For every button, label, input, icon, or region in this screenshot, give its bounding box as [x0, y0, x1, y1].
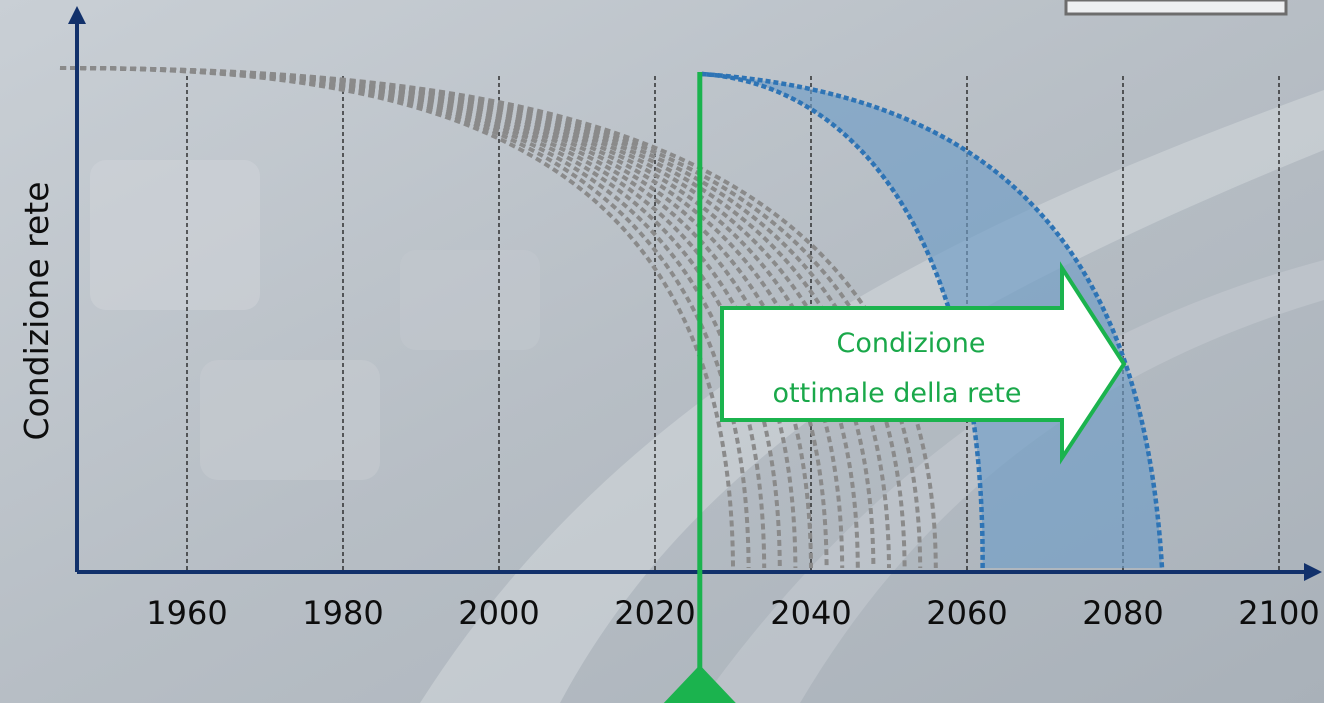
x-tick-label-2080: 2080	[1082, 594, 1163, 632]
x-tick-label-1960: 1960	[146, 594, 227, 632]
road-lane-highlight	[420, 90, 1324, 703]
callout-arrow	[720, 261, 1127, 465]
x-tick-label-2020: 2020	[614, 594, 695, 632]
x-tick-label-2000: 2000	[458, 594, 539, 632]
axes	[68, 6, 1322, 581]
y-axis-arrowhead	[68, 6, 86, 24]
optimal-band-fill	[701, 74, 1162, 568]
gray-curve-2036	[59, 66, 782, 569]
x-tick-label-1980: 1980	[302, 594, 383, 632]
x-tick-label-2100: 2100	[1238, 594, 1319, 632]
road-lane-highlight	[700, 260, 1324, 703]
optimal-band	[701, 71, 1165, 569]
car-shape	[200, 360, 380, 480]
y-axis-label: Condizione rete	[17, 181, 56, 440]
x-tick-label-2040: 2040	[770, 594, 851, 632]
car-shape	[400, 250, 540, 350]
optimal-band-upper-edge	[701, 71, 1165, 569]
optimal-condition-callout: Condizione ottimale della rete	[720, 261, 1127, 465]
x-tick-labels: 1960 1980 2000 2020 2040 2060 2080 2100	[146, 594, 1319, 632]
marker-triangle	[663, 665, 736, 703]
gray-curve-2046	[59, 66, 860, 569]
car-shape	[90, 160, 260, 310]
callout-line-2: ottimale della rete	[773, 378, 1022, 409]
current-year-marker	[663, 72, 736, 703]
x-tick-label-2060: 2060	[926, 594, 1007, 632]
gray-curve-2040	[59, 66, 813, 569]
x-axis-arrowhead	[1304, 563, 1322, 581]
callout-line-1: Condizione	[836, 328, 985, 359]
frame-fragment	[1064, 0, 1288, 16]
